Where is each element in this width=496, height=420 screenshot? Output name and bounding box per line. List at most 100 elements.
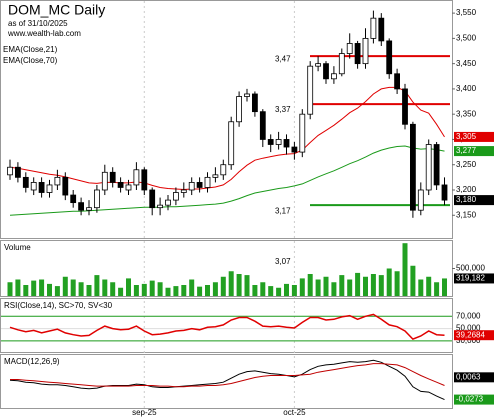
volume-bar: [347, 279, 353, 296]
volume-bar: [299, 278, 305, 296]
volume-bar: [78, 282, 84, 296]
y-tick-label: 3,250: [456, 160, 477, 169]
candle-body: [157, 204, 164, 209]
candle-body: [299, 113, 306, 153]
y-tick-label: 70,000: [456, 311, 481, 320]
candle-body: [14, 166, 21, 178]
volume-value-label: 319,182: [456, 274, 485, 283]
candle-body: [62, 176, 69, 196]
volume-bar: [181, 285, 187, 296]
candle-body: [54, 176, 61, 186]
last-price-label-box: [454, 195, 494, 206]
candle-body: [78, 202, 84, 211]
volume-bar: [307, 274, 313, 296]
candle-body: [425, 144, 432, 191]
candle-body: [212, 174, 219, 178]
candle-body: [38, 182, 45, 193]
candle-body: [172, 192, 179, 201]
candle-body: [441, 184, 448, 201]
candle-body: [346, 43, 353, 54]
candle-body: [165, 199, 171, 206]
ema-value-label-box: [454, 146, 494, 157]
volume-bar: [331, 282, 337, 296]
x-tick-label: sep-25: [132, 408, 157, 417]
chart-title: DOM_MC Daily: [8, 2, 105, 18]
annotation: 3,37: [275, 105, 291, 114]
volume-bar: [323, 276, 329, 296]
macd-line: [9, 359, 445, 401]
rsi-value-label-box: [454, 330, 494, 341]
volume-bar: [23, 285, 29, 296]
volume-bar: [102, 279, 108, 296]
volume-bar: [228, 271, 234, 296]
volume-bar: [205, 285, 210, 296]
volume-bar: [291, 285, 297, 296]
price-panel: [0, 0, 453, 239]
candle-body: [259, 111, 266, 140]
candle-body: [22, 176, 29, 188]
panel-label: MACD(12,26,9): [4, 357, 60, 366]
x-tick-label: oct-25: [283, 408, 306, 417]
source: www.wealth-lab.com: [7, 29, 81, 38]
volume-bar: [70, 279, 76, 296]
y-tick-label: 3,150: [456, 210, 477, 219]
volume-bar: [110, 282, 116, 296]
volume-bar: [118, 287, 124, 296]
volume-bar: [173, 286, 179, 296]
volume-bar: [212, 282, 218, 296]
y-tick-label: 30,000: [456, 336, 481, 345]
y-tick-label: 0,0063: [456, 372, 481, 381]
macd-line: [10, 363, 445, 388]
y-tick-label: 3,550: [456, 8, 477, 17]
candle-body: [244, 93, 250, 97]
volume-bar: [386, 268, 392, 296]
volume-bar: [220, 276, 226, 296]
candle-body: [409, 123, 416, 211]
y-tick-label: 3,200: [456, 185, 477, 194]
candle-body: [109, 171, 116, 183]
candle-body: [307, 65, 314, 115]
rsi-line: [9, 313, 445, 340]
annotation: 3,47: [275, 55, 291, 64]
candle-body: [188, 182, 195, 191]
candle-body: [354, 43, 361, 65]
candle-body: [7, 166, 13, 176]
y-tick-label: -0,0273: [456, 395, 484, 404]
volume-bar: [260, 282, 266, 296]
y-tick-label: 3,350: [456, 109, 477, 118]
volume-bar: [126, 278, 131, 296]
candle-body: [338, 53, 345, 75]
candle-body: [370, 17, 377, 39]
candle-body: [315, 63, 322, 67]
candle-body: [291, 146, 298, 153]
y-tick-label: 3,450: [456, 59, 477, 68]
legend-entry: EMA(Close,21): [3, 45, 58, 54]
candle-body: [125, 184, 132, 191]
volume-value-label-box: [454, 273, 494, 284]
candle-body: [70, 194, 77, 204]
candle-body: [30, 182, 37, 191]
volume-bar: [157, 282, 163, 296]
candle-body: [267, 139, 274, 145]
y-tick-label: 3,500: [456, 33, 477, 42]
candle-body: [386, 40, 393, 75]
y-tick-label: 3,400: [456, 84, 477, 93]
candle-body: [362, 37, 369, 65]
volume-bar: [434, 282, 440, 296]
macd-tick-box: [454, 394, 494, 405]
candle-body: [46, 184, 53, 193]
legend-entry: EMA(Close,70): [3, 56, 58, 65]
candle-body: [117, 182, 124, 188]
volume-bar: [31, 280, 37, 296]
annotation: 3,07: [275, 257, 291, 266]
candle-body: [378, 17, 385, 42]
volume-bar: [394, 271, 400, 296]
volume-bar: [86, 285, 92, 296]
volume-bar: [189, 279, 195, 296]
volume-bar: [133, 285, 139, 296]
candle-body: [94, 189, 100, 209]
candle-body: [149, 189, 156, 209]
candle-body: [101, 171, 108, 191]
volume-bar: [94, 275, 100, 296]
